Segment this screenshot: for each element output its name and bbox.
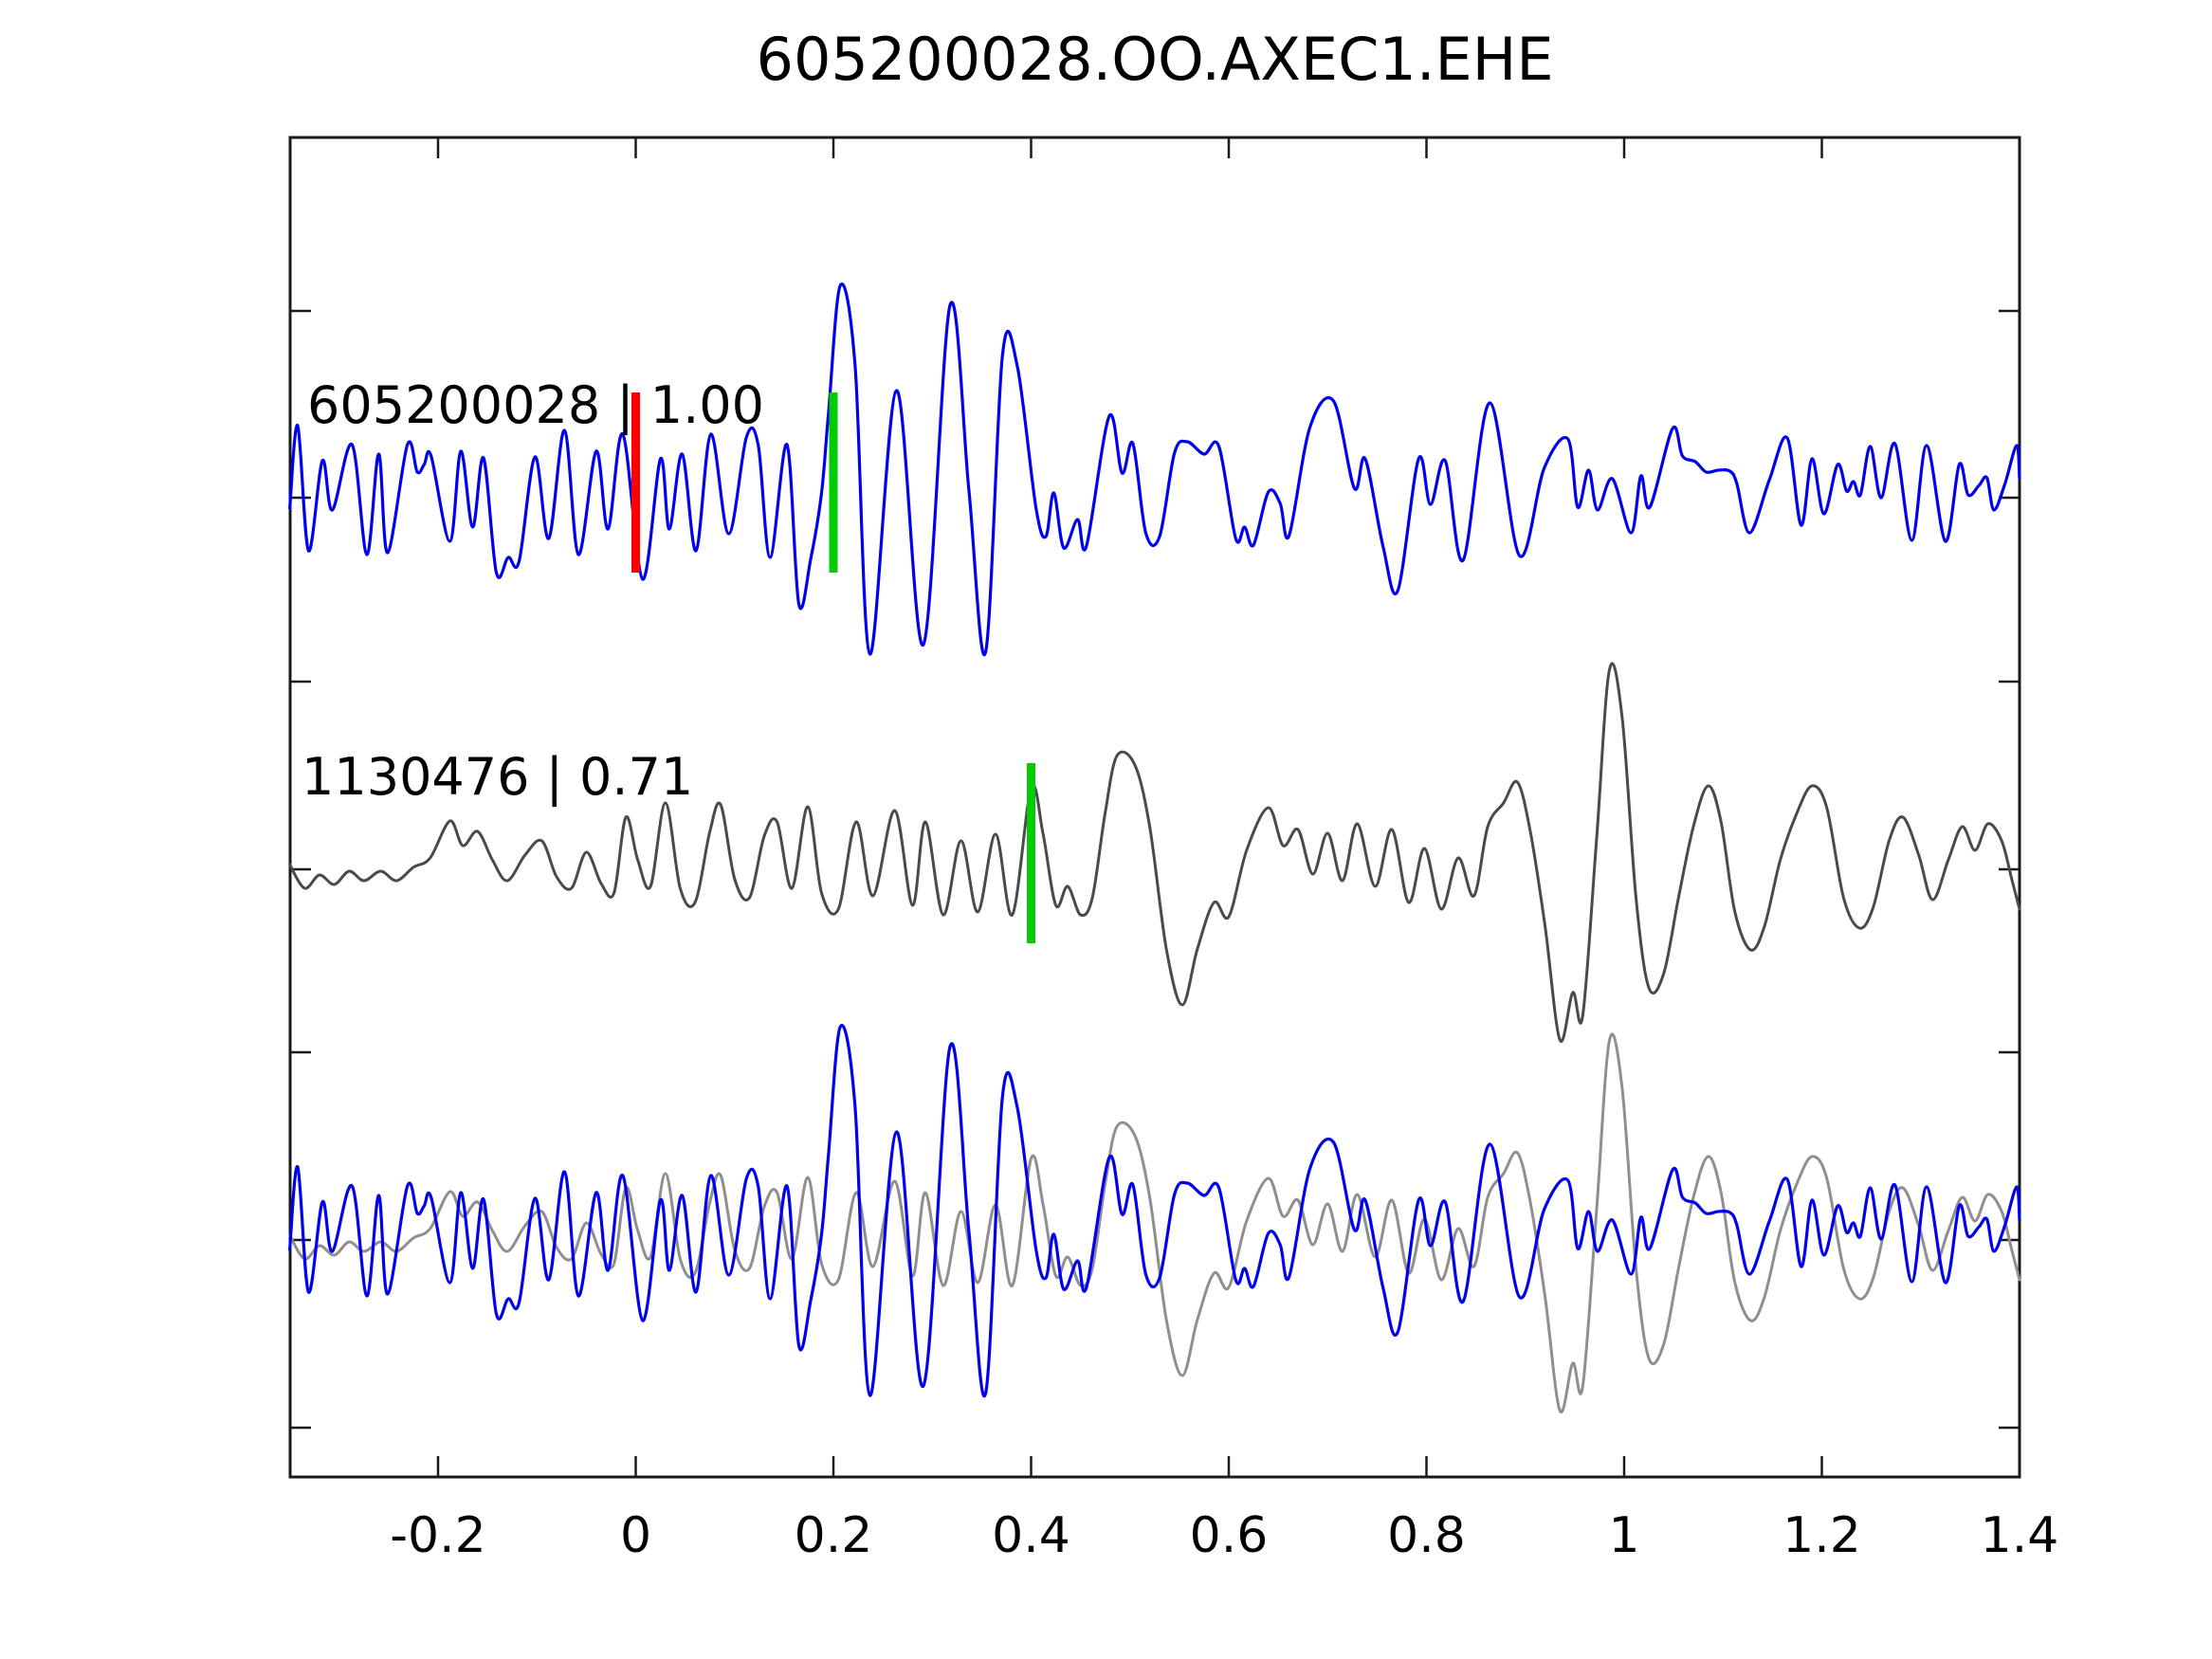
plot-title: 605200028.OO.AXEC1.EHE <box>756 25 1554 94</box>
x-tick-label: 0.2 <box>795 1507 873 1564</box>
x-tick-label: -0.2 <box>390 1507 485 1564</box>
trace-1130476 <box>288 662 2021 1044</box>
x-tick-label: 0.6 <box>1190 1507 1269 1564</box>
trace-label-1130476: 1130476 | 0.71 <box>302 747 693 807</box>
overlay-trace-1130476 <box>288 1032 2021 1414</box>
x-tick-label: 1.4 <box>1981 1507 2059 1564</box>
trace-605200028 <box>288 283 2021 657</box>
trace-label-605200028: 605200028 | 1.00 <box>307 375 764 435</box>
x-tick-label: 0.4 <box>992 1507 1070 1564</box>
x-tick-label: 0.8 <box>1387 1507 1466 1564</box>
x-tick-label: 1.2 <box>1782 1507 1861 1564</box>
x-tick-label: 0 <box>620 1507 651 1564</box>
x-tick-label: 1 <box>1608 1507 1639 1564</box>
axes-frame <box>288 136 2021 1479</box>
overlay-trace-605200028 <box>288 1024 2021 1398</box>
